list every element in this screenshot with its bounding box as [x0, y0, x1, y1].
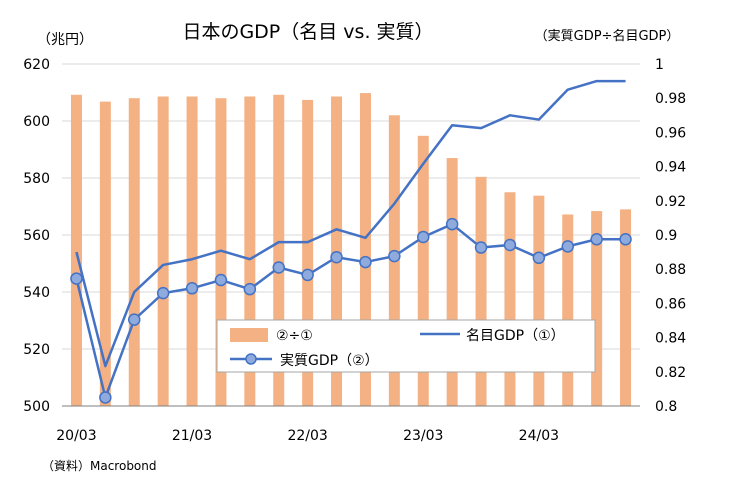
- real-gdp-point: [185, 282, 199, 295]
- ratio-bar: [417, 135, 429, 406]
- right-tick-label: 0.9: [655, 228, 677, 244]
- right-tick-label: 0.82: [655, 365, 686, 381]
- ratio-bar: [157, 96, 169, 407]
- real-gdp-point: [156, 286, 170, 300]
- chart-title: 日本のGDP（名目 vs. 実質）: [182, 21, 433, 43]
- ratio-bar: [446, 158, 458, 406]
- real-gdp-point: [70, 272, 83, 285]
- left-tick-label: 500: [23, 399, 50, 415]
- right-tick-label: 0.94: [655, 160, 686, 176]
- nominal-gdp-line: [75, 79, 626, 368]
- right-axis-unit: （実質GDP÷名目GDP）: [535, 28, 680, 44]
- ratio-bar: [591, 211, 603, 406]
- real-gdp-point: [417, 230, 430, 244]
- x-tick-label: 20/03: [56, 428, 96, 444]
- source-note: （資料）Macrobond: [42, 459, 157, 473]
- gdp-lines: [70, 79, 632, 404]
- x-tick-label: 23/03: [403, 428, 443, 444]
- real-gdp-point: [99, 391, 112, 404]
- left-axis-unit: （兆円）: [37, 32, 93, 48]
- left-tick-label: 580: [23, 171, 50, 187]
- right-tick-label: 0.84: [655, 331, 686, 347]
- x-tick-label: 24/03: [519, 428, 559, 444]
- ratio-bar: [244, 96, 256, 407]
- ratio-bar: [186, 96, 198, 407]
- ratio-bar: [302, 99, 314, 406]
- legend-swatch-ratio: [230, 328, 268, 342]
- right-tick-label: 0.92: [655, 194, 686, 210]
- left-axis-ticks: 500 520 540 560 580 600 620: [23, 57, 50, 415]
- ratio-bar: [70, 94, 82, 406]
- x-axis-ticks: 20/03 21/03 22/03 23/03 24/03: [56, 428, 559, 444]
- real-gdp-point: [503, 238, 517, 252]
- ratio-bar: [504, 192, 516, 406]
- ratio-bar: [215, 98, 227, 406]
- right-tick-label: 0.88: [655, 262, 686, 278]
- real-gdp-point: [272, 261, 285, 274]
- real-gdp-point: [532, 251, 546, 265]
- ratio-bar: [99, 101, 111, 407]
- real-gdp-point: [388, 249, 401, 263]
- real-gdp-point: [214, 273, 228, 287]
- legend: ②÷① 名目GDP（①） 実質GDP（②）: [216, 319, 596, 373]
- ratio-bar: [128, 98, 140, 406]
- right-tick-label: 0.96: [655, 125, 686, 141]
- ratio-bar: [620, 209, 632, 406]
- x-tick-label: 22/03: [287, 428, 327, 444]
- left-tick-label: 540: [23, 285, 50, 301]
- real-gdp-point: [619, 233, 632, 246]
- right-tick-label: 0.86: [655, 296, 686, 312]
- left-tick-label: 520: [23, 342, 50, 358]
- right-axis-ticks: 0.8 0.82 0.84 0.86 0.88 0.9 0.92 0.94 0.96 0.98 1: [655, 57, 686, 415]
- legend-label-real: 実質GDP（②）: [280, 353, 379, 369]
- left-tick-label: 600: [23, 114, 50, 130]
- legend-box: [216, 319, 596, 373]
- real-gdp-point: [243, 282, 257, 296]
- real-gdp-point: [359, 255, 372, 269]
- left-tick-label: 620: [23, 57, 50, 73]
- legend-label-ratio: ②÷①: [276, 328, 313, 344]
- real-gdp-point: [301, 268, 314, 282]
- legend-label-nominal: 名目GDP（①）: [466, 328, 565, 344]
- real-gdp-point: [474, 241, 488, 254]
- real-gdp-point: [590, 233, 603, 246]
- ratio-bar: [533, 195, 545, 406]
- real-gdp-point: [330, 250, 343, 264]
- ratio-bar: [359, 93, 371, 406]
- ratio-bar: [475, 176, 487, 406]
- right-tick-label: 1: [655, 57, 664, 73]
- left-tick-label: 560: [23, 228, 50, 244]
- ratio-bar: [273, 94, 285, 406]
- right-tick-label: 0.98: [655, 91, 686, 107]
- real-gdp-point: [561, 240, 574, 253]
- x-tick-label: 21/03: [172, 428, 212, 444]
- real-gdp-point: [445, 217, 459, 231]
- legend-marker-real: [245, 353, 257, 365]
- right-tick-label: 0.8: [655, 399, 677, 415]
- real-gdp-point: [128, 313, 141, 326]
- ratio-bar: [562, 214, 574, 406]
